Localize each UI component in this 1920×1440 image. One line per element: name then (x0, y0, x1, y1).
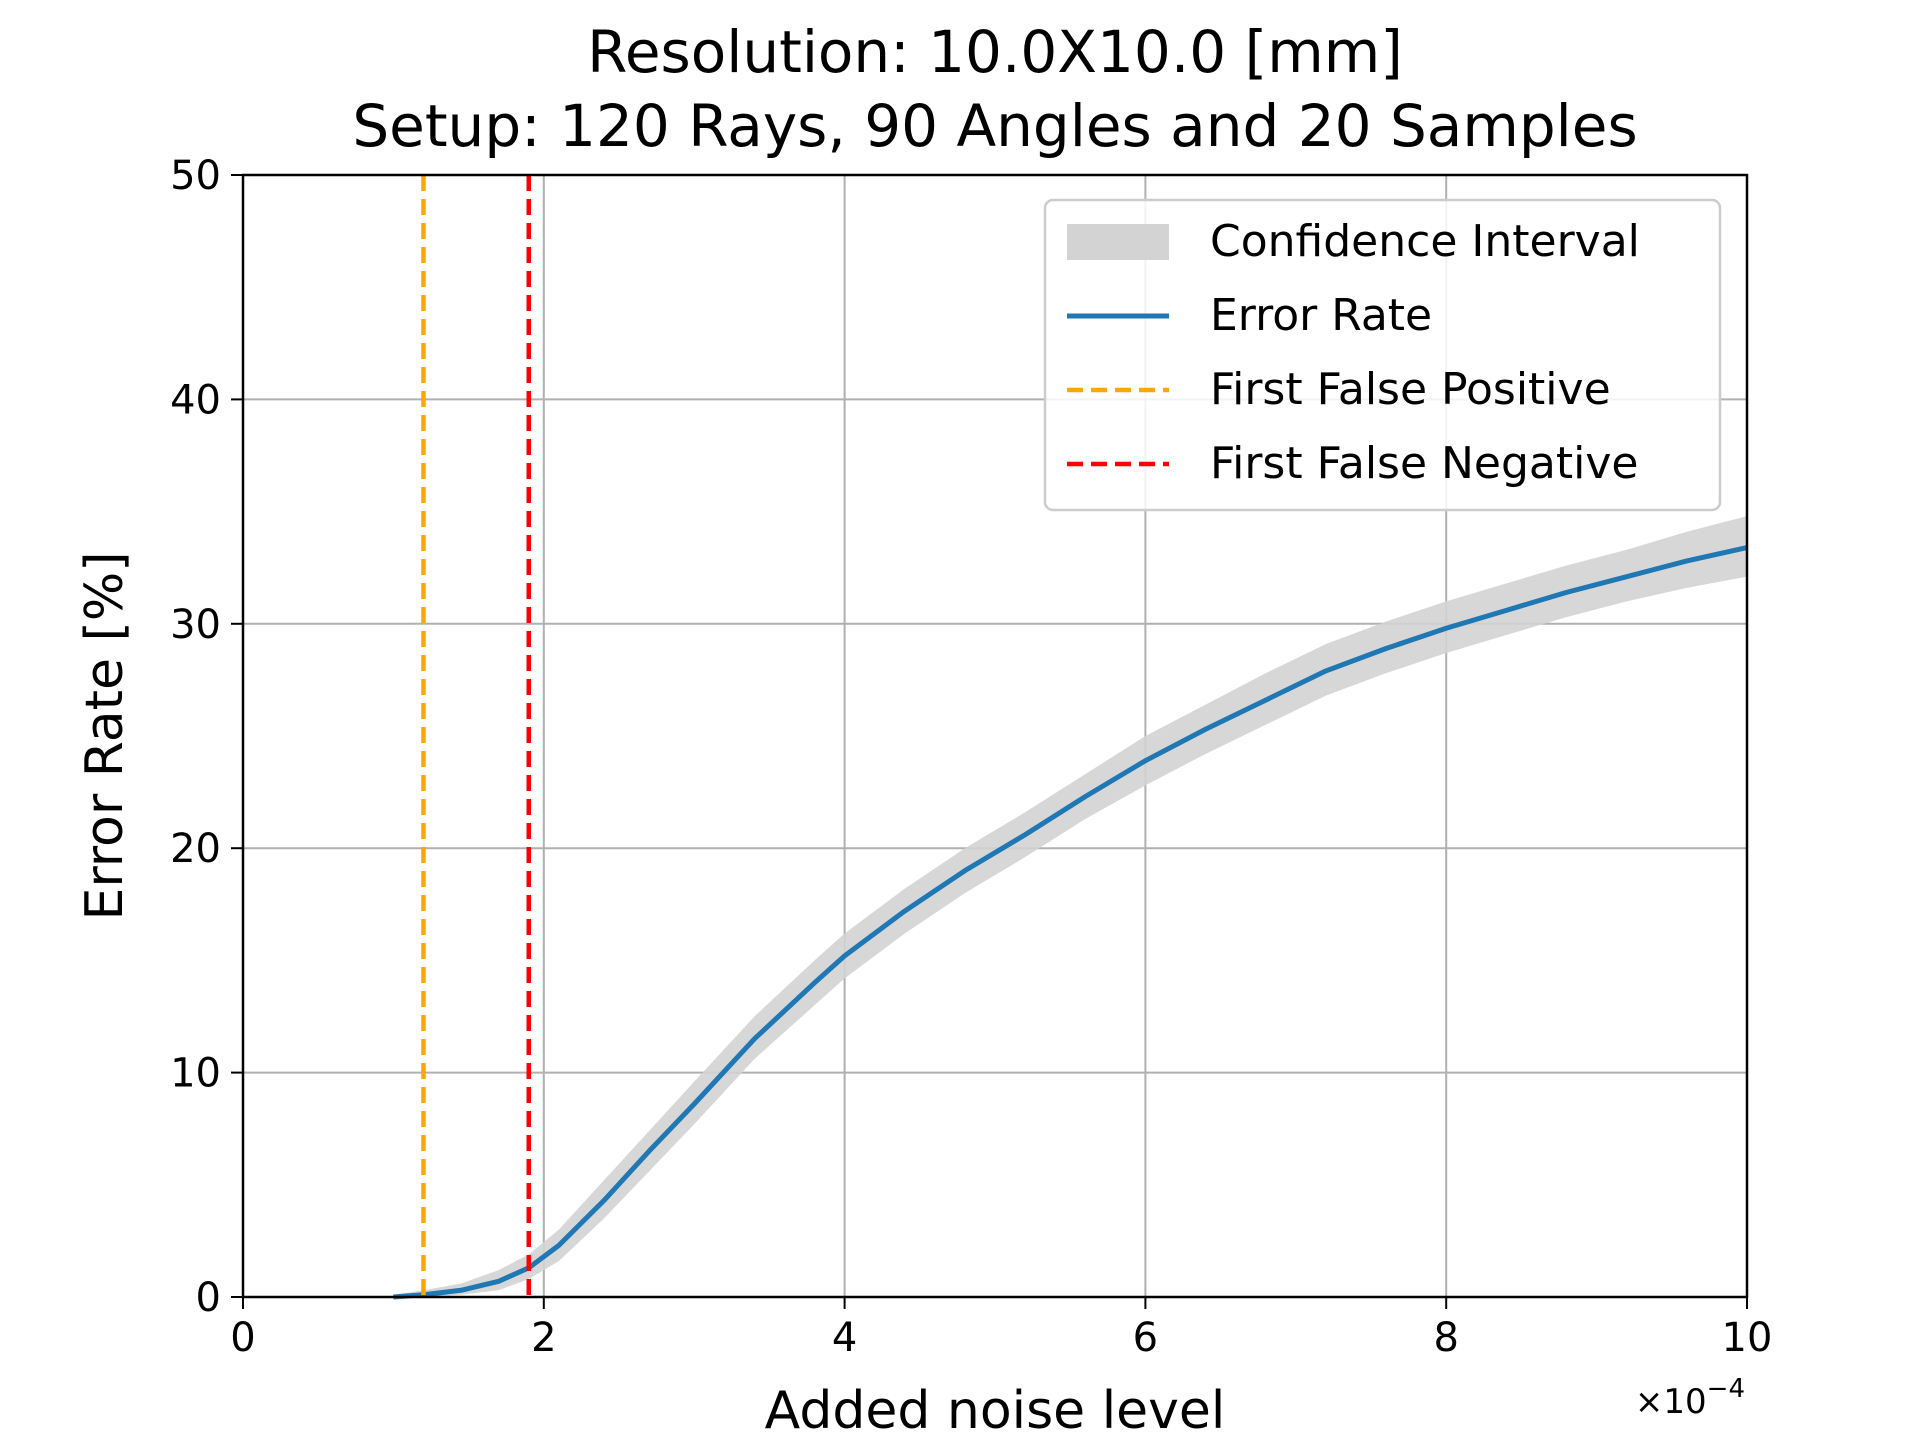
y-tick-label: 10 (170, 1051, 221, 1097)
legend-item-confidence-interval: Confidence Interval (1067, 216, 1640, 267)
axis-ticks: 0 2 4 6 8 10 0 10 20 30 40 50 (170, 153, 1772, 1361)
x-tick-label: 8 (1433, 1315, 1458, 1361)
x-offset-exponent: −4 (1707, 1374, 1745, 1404)
x-axis-offset-text: ×10−4 (1635, 1374, 1745, 1422)
confidence-interval-band (393, 516, 1747, 1297)
x-tick-label: 10 (1722, 1315, 1773, 1361)
legend-item-first-false-positive: First False Positive (1067, 364, 1611, 415)
y-axis-label: Error Rate [%] (75, 551, 135, 920)
legend-swatch (1067, 224, 1169, 260)
error-rate-line (393, 545, 1748, 1300)
threshold-line-layer (421, 175, 532, 1297)
legend-item-first-false-negative: First False Negative (1067, 438, 1638, 489)
legend: Confidence Interval Error Rate First False… (1043, 198, 1722, 512)
legend-label: Confidence Interval (1210, 216, 1640, 267)
y-tick-label: 30 (170, 602, 221, 648)
y-tick-label: 20 (170, 826, 221, 872)
x-axis-label: Added noise level (765, 1381, 1226, 1440)
chart-title-line-2: Setup: 120 Rays, 90 Angles and 20 Sample… (352, 92, 1637, 160)
confidence-band-layer (393, 516, 1747, 1297)
chart-title-line-1: Resolution: 10.0X10.0 [mm] (587, 18, 1403, 86)
y-tick-label: 40 (170, 377, 221, 423)
x-tick-label: 0 (230, 1315, 255, 1361)
y-tick-label: 50 (170, 153, 221, 199)
x-offset-base: ×10 (1635, 1382, 1707, 1422)
x-tick-label: 6 (1133, 1315, 1158, 1361)
legend-box (1043, 198, 1722, 512)
legend-label: First False Positive (1210, 364, 1611, 415)
x-tick-label: 4 (832, 1315, 857, 1361)
legend-label: First False Negative (1210, 438, 1638, 489)
plot-frame (241, 173, 1749, 1299)
y-tick-label: 0 (196, 1275, 221, 1321)
legend-item-error-rate: Error Rate (1067, 290, 1432, 341)
x-tick-label: 2 (531, 1315, 556, 1361)
series-line-layer (393, 545, 1748, 1300)
legend-label: Error Rate (1210, 290, 1432, 341)
